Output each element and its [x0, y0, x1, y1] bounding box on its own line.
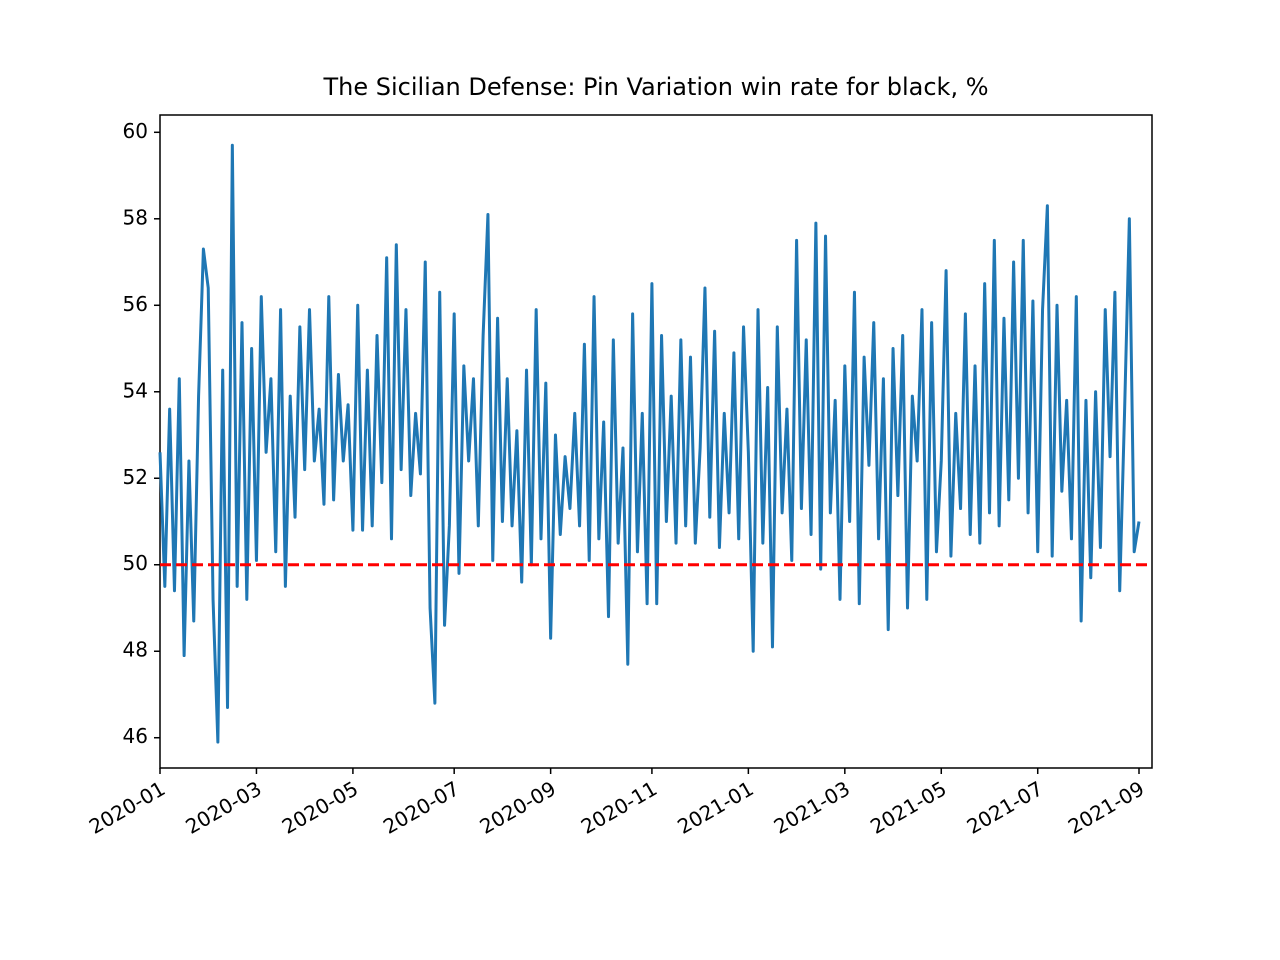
y-tick-label: 48	[123, 638, 148, 662]
x-tick-label: 2020-03	[181, 776, 265, 839]
plot-frame	[159, 114, 1153, 769]
x-tick-label: 2020-09	[476, 776, 560, 839]
x-tick-label: 2021-03	[770, 776, 854, 839]
x-tick-label: 2020-05	[278, 776, 362, 839]
y-tick-label: 58	[123, 205, 148, 229]
y-tick-label: 54	[123, 378, 148, 402]
x-tick-label: 2021-05	[866, 776, 950, 839]
series-line	[158, 143, 1141, 744]
x-tick-label: 2020-01	[85, 776, 169, 839]
y-tick-label: 50	[123, 551, 148, 575]
x-tick-label: 2021-01	[673, 776, 757, 839]
x-tick-label: 2021-07	[963, 776, 1047, 839]
x-tick-label: 2020-11	[577, 776, 661, 839]
y-tick-label: 60	[123, 119, 148, 143]
y-tick-label: 46	[123, 724, 148, 748]
y-tick-label: 52	[123, 465, 148, 489]
x-tick-label: 2020-07	[379, 776, 463, 839]
chart-title: The Sicilian Defense: Pin Variation win …	[322, 73, 988, 101]
x-tick-label: 2021-09	[1064, 776, 1148, 839]
y-tick-label: 56	[123, 292, 148, 316]
